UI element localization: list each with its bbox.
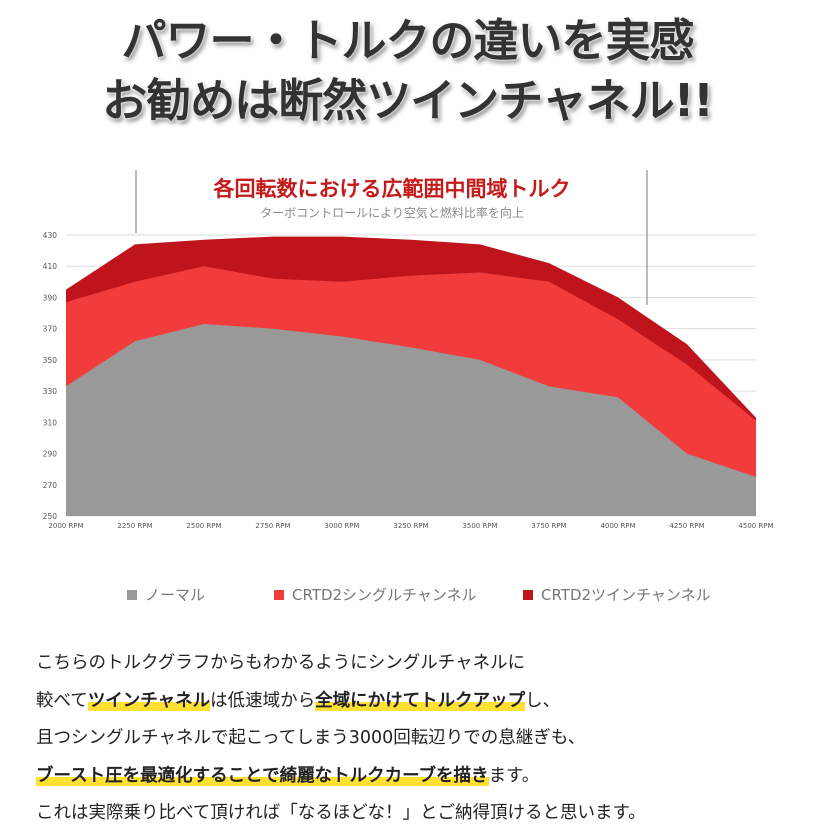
y-tick-label: 330	[43, 387, 58, 396]
y-axis-ticks: 250 270 290 310 330 350 370 390 410 430	[43, 231, 58, 521]
description-line-2: 較べてツインチャネルは低速域から全域にかけてトルクアップし、	[36, 683, 796, 721]
chart-legend: ノーマル CRTD2シングルチャンネル CRTD2ツインチャンネル	[0, 584, 815, 606]
y-tick-label: 250	[43, 512, 58, 521]
headline-line-1: パワー・トルクの違いを実感	[0, 4, 815, 69]
description-line-3: 且つシングルチャネルで起こってしまう3000回転辺りでの息継ぎも、	[36, 720, 796, 758]
x-tick-label: 4500 RPM	[738, 522, 773, 530]
x-tick-label: 3750 RPM	[531, 522, 566, 530]
x-tick-label: 3500 RPM	[462, 522, 497, 530]
text-segment: 較べて	[36, 691, 88, 711]
x-tick-label: 2750 RPM	[255, 522, 290, 530]
legend-label-twin: CRTD2ツインチャンネル	[541, 584, 711, 605]
highlight-twin-channel: ツインチャネル	[88, 691, 210, 711]
y-tick-label: 350	[43, 356, 58, 365]
legend-item-normal: ノーマル	[127, 584, 205, 605]
y-tick-label: 410	[43, 262, 58, 271]
y-tick-label: 310	[43, 418, 58, 427]
description-line-4: ブースト圧を最適化することで綺麗なトルクカーブを描きます。	[36, 758, 796, 796]
description-text: こちらのトルクグラフからもわかるようにシングルチャネルに 較べてツインチャネルは…	[36, 645, 796, 833]
text-segment: は低速域から	[210, 691, 315, 711]
legend-swatch-single	[274, 590, 284, 600]
y-tick-label: 290	[43, 450, 58, 459]
description-line-5: これは実際乗り比べて頂ければ「なるほどな！」とご納得頂けると思います。	[36, 795, 796, 833]
chart-subtitle: ターボコントロールにより空気と燃料比率を向上	[260, 205, 524, 220]
torque-chart: 各回転数における広範囲中間域トルク ターボコントロールにより空気と燃料比率を向上…	[0, 165, 815, 545]
x-tick-label: 2500 RPM	[186, 522, 221, 530]
chart-areas	[66, 237, 756, 516]
y-tick-label: 270	[43, 481, 58, 490]
legend-label-single: CRTD2シングルチャンネル	[292, 584, 477, 605]
description-line-1: こちらのトルクグラフからもわかるようにシングルチャネルに	[36, 645, 796, 683]
legend-label-normal: ノーマル	[145, 584, 205, 605]
x-axis-ticks: 2000 RPM 2250 RPM 2500 RPM 2750 RPM 3000 RPM…	[48, 522, 773, 530]
legend-swatch-normal	[127, 590, 137, 600]
text-segment: し、	[525, 691, 560, 711]
x-tick-label: 3000 RPM	[324, 522, 359, 530]
text-segment: ます。	[489, 766, 540, 786]
legend-item-twin: CRTD2ツインチャンネル	[523, 584, 711, 605]
legend-swatch-twin	[523, 590, 533, 600]
highlight-boost-curve: ブースト圧を最適化することで綺麗なトルクカーブを描き	[36, 766, 489, 786]
y-tick-label: 390	[43, 293, 58, 302]
highlight-torque-up: 全域にかけてトルクアップ	[315, 691, 525, 711]
headline-line-2: お勧めは断然ツインチャネル!!	[0, 64, 815, 129]
y-tick-label: 430	[43, 231, 58, 240]
x-tick-label: 2250 RPM	[117, 522, 152, 530]
legend-item-single: CRTD2シングルチャンネル	[274, 584, 477, 605]
x-tick-label: 4250 RPM	[669, 522, 704, 530]
x-tick-label: 4000 RPM	[600, 522, 635, 530]
y-tick-label: 370	[43, 325, 58, 334]
x-tick-label: 3250 RPM	[393, 522, 428, 530]
x-tick-label: 2000 RPM	[48, 522, 83, 530]
torque-chart-svg: 各回転数における広範囲中間域トルク ターボコントロールにより空気と燃料比率を向上…	[0, 165, 815, 545]
chart-title: 各回転数における広範囲中間域トルク	[213, 177, 571, 201]
